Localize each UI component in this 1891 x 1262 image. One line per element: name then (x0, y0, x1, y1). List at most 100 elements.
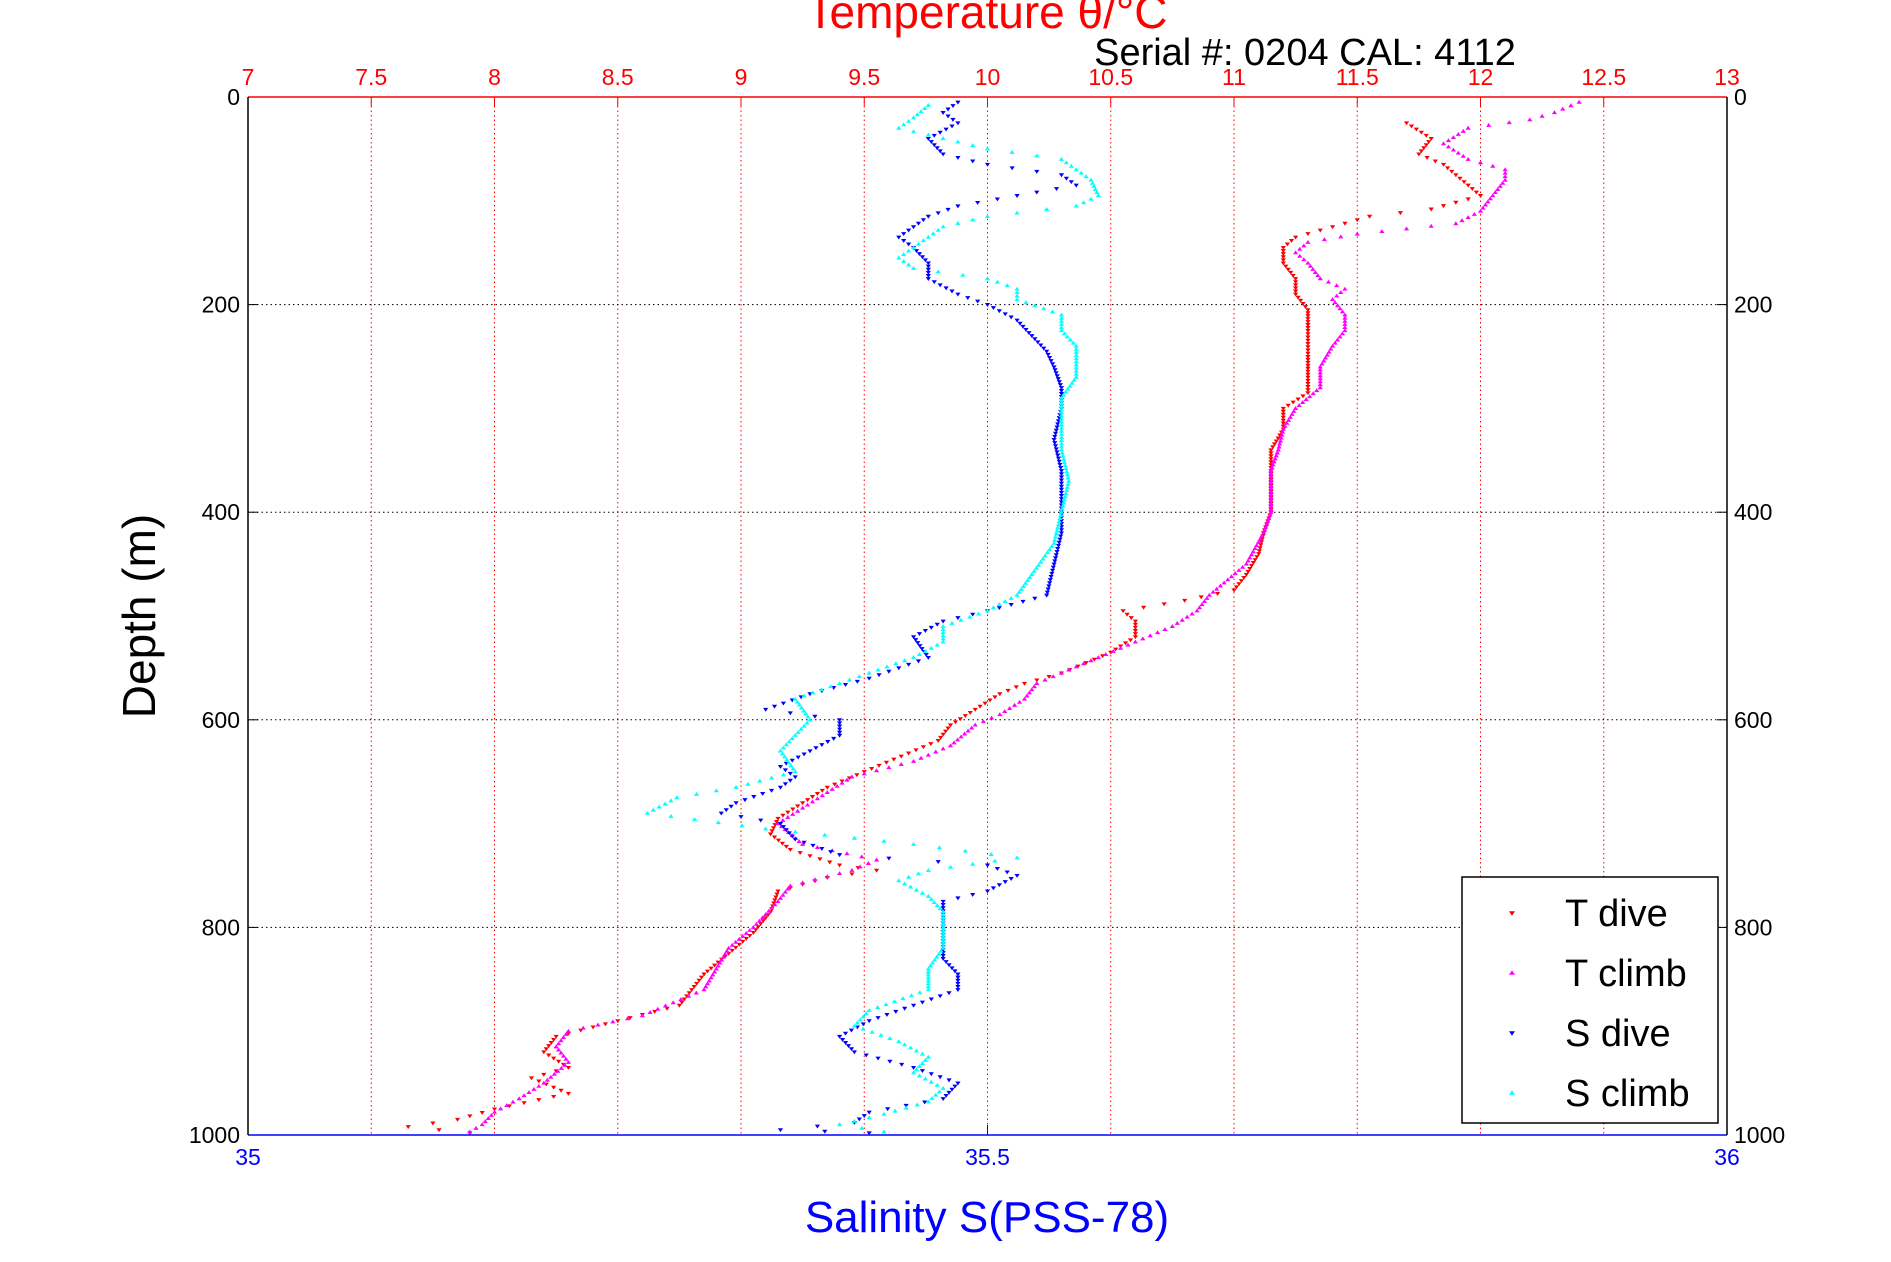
t-dive-point (891, 757, 897, 762)
s-dive-point (860, 1022, 866, 1027)
s-dive-point (837, 853, 843, 858)
t-climb-point (1502, 174, 1508, 179)
depth-tick-label-left: 800 (202, 914, 240, 940)
s-climb-point (933, 1092, 939, 1097)
s-dive-point (1051, 437, 1057, 442)
s-dive-point (940, 619, 946, 624)
t-climb-point (531, 1086, 537, 1091)
t-climb-point (1269, 465, 1275, 470)
s-dive-point (1057, 462, 1063, 467)
t-dive-point (775, 838, 782, 843)
s-climb-point (928, 1079, 934, 1084)
s-climb-point (930, 231, 936, 236)
s-climb-point (1065, 386, 1071, 391)
s-climb-point (1055, 522, 1062, 527)
t-dive-point (940, 732, 946, 737)
s-dive-point (837, 724, 843, 729)
s-climb-point (929, 960, 936, 965)
s-climb-point (1068, 163, 1074, 168)
s-dive-point (771, 704, 778, 709)
t-climb-point (1317, 370, 1323, 375)
t-dive-point (1290, 273, 1296, 278)
t-dive-point (1453, 200, 1459, 205)
s-climb-point (984, 214, 991, 218)
s-climb-point (916, 652, 923, 656)
s-dive-point (723, 808, 729, 813)
t-dive-point (1091, 657, 1097, 662)
s-climb-point (919, 890, 926, 895)
s-climb-point (715, 820, 721, 825)
s-dive-point (925, 264, 931, 269)
t-dive-point (1198, 595, 1204, 600)
s-dive-point (789, 834, 795, 839)
legend-marker-t-climb (1509, 970, 1515, 975)
t-climb-point (824, 874, 830, 879)
t-climb-point (1303, 397, 1309, 402)
t-climb-point (558, 1050, 564, 1055)
depth-tick-label-left: 200 (202, 292, 240, 318)
t-climb-point (1465, 125, 1471, 130)
t-dive-point (920, 745, 927, 750)
depth-tick-label-left: 400 (202, 499, 240, 525)
t-dive-point (1046, 674, 1052, 679)
s-climb-point (913, 1067, 920, 1072)
x-axis-label-salinity: Salinity S(PSS-78) (805, 1193, 1169, 1242)
s-dive-point (819, 743, 825, 748)
t-dive-point (1317, 228, 1323, 233)
t-dive-point (543, 1047, 549, 1052)
t-climb-point (800, 880, 806, 885)
t-dive-point (615, 1019, 621, 1024)
t-dive-point (876, 763, 882, 768)
s-climb-point (1056, 519, 1062, 524)
s-climb-point (863, 1011, 869, 1016)
t-dive-point (1305, 391, 1311, 396)
t-climb-point (729, 942, 735, 947)
t-dive-point (1305, 348, 1311, 353)
t-dive-point (740, 939, 746, 944)
s-climb-point (1073, 368, 1079, 373)
t-climb-point (1270, 462, 1276, 467)
t-dive-point (1268, 460, 1274, 465)
t-dive-point (430, 1121, 436, 1126)
t-climb-point (1236, 567, 1242, 572)
t-climb-point (1293, 250, 1299, 255)
s-climb-point (940, 224, 946, 229)
t-dive-point (1132, 635, 1138, 640)
s-dive-point (1044, 593, 1050, 598)
t-dive-point (551, 1037, 557, 1042)
t-dive-point (1249, 564, 1255, 568)
t-dive-point (1293, 292, 1299, 297)
s-dive-point (945, 114, 951, 119)
s-climb-point (1058, 315, 1065, 320)
t-dive-point (773, 895, 779, 900)
s-dive-point (760, 791, 766, 796)
s-climb-point (940, 936, 946, 941)
t-climb-point (750, 925, 756, 929)
t-climb-point (1539, 113, 1545, 118)
s-dive-point (970, 159, 976, 164)
t-climb-point (918, 755, 924, 760)
s-climb-point (925, 132, 931, 137)
t-climb-point (1271, 459, 1277, 464)
s-dive-point (906, 228, 912, 233)
s-dive-point (795, 755, 801, 760)
s-dive-point (920, 218, 927, 223)
s-dive-point (837, 727, 843, 732)
s-climb-point (1058, 419, 1065, 424)
t-climb-point (526, 1090, 532, 1095)
t-dive-point (1293, 283, 1299, 288)
t-dive-point (1280, 255, 1286, 260)
t-dive-point (767, 832, 774, 837)
t-dive-point (987, 698, 993, 703)
s-climb-point (837, 1122, 843, 1127)
t-climb-point (1576, 99, 1582, 104)
t-climb-point (713, 966, 719, 971)
s-dive-point (931, 133, 937, 138)
s-climb-point (1063, 491, 1069, 496)
s-dive-point (822, 1129, 828, 1134)
t-climb-point (1285, 417, 1292, 422)
s-climb-point (1058, 407, 1065, 412)
t-dive-point (797, 851, 803, 856)
t-dive-point (1305, 388, 1311, 393)
s-dive-point (906, 662, 912, 667)
